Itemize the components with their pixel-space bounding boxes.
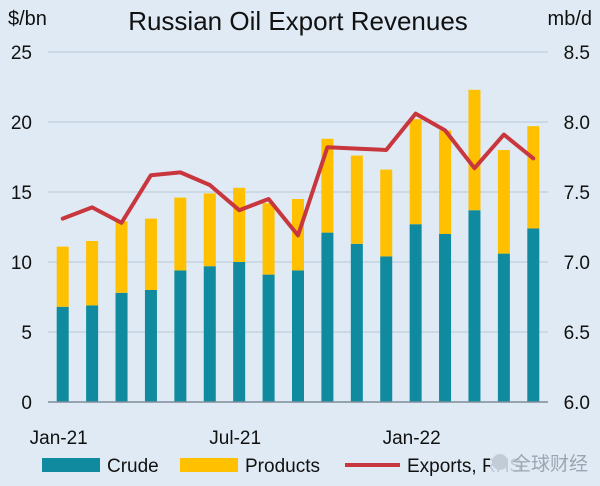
bar-crude (409, 224, 422, 402)
watermark-logo-icon (492, 454, 508, 470)
left-axis-tick-label: 25 (11, 43, 32, 64)
right-axis-tick-label: 6.5 (564, 323, 590, 344)
bar-crude (233, 262, 246, 402)
left-axis-tick-label: 15 (11, 183, 32, 204)
bar-crude (439, 234, 452, 402)
gridlines (48, 51, 548, 333)
bar-products (439, 130, 452, 234)
left-axis-ticks: 0 5 10 15 20 25 (11, 43, 32, 414)
bar-crude (350, 243, 363, 402)
bar-products (350, 155, 363, 244)
chart-title: Russian Oil Export Revenues (128, 6, 468, 36)
bar-crude (174, 270, 187, 402)
right-axis-tick-label: 8.5 (564, 43, 590, 64)
bar-products (174, 197, 187, 271)
left-axis-tick-label: 10 (11, 253, 32, 274)
bar-products (233, 187, 246, 262)
bar-products (262, 203, 275, 275)
x-axis-ticks: Jan-21 Jul-21 Jan-22 (30, 428, 441, 449)
bar-crude (56, 306, 69, 402)
legend-swatch-crude (42, 458, 100, 472)
bar-products (497, 150, 510, 254)
bar-crude (115, 292, 128, 402)
bar-products (203, 193, 216, 267)
x-axis-tick-label: Jul-21 (209, 428, 261, 449)
bar-crude (321, 232, 334, 402)
left-axis-tick-label: 20 (11, 113, 32, 134)
right-axis-tick-label: 7.5 (564, 183, 590, 204)
right-axis-tick-label: 7.0 (564, 253, 590, 274)
bar-crude (144, 290, 157, 402)
exports-line-series (60, 111, 536, 238)
bar-products (115, 221, 128, 293)
bar-crude (380, 256, 393, 402)
bar-crude (86, 305, 99, 402)
bar-crude (292, 270, 304, 402)
left-axis-tick-label: 5 (21, 323, 32, 344)
bar-products (527, 126, 540, 229)
bar-products (409, 119, 422, 225)
bar-crude (497, 253, 510, 402)
right-axis-unit: mb/d (548, 8, 592, 30)
legend-label-products: Products (245, 456, 320, 477)
bar-crude (262, 274, 275, 402)
exports-line (60, 111, 536, 238)
legend-swatch-products (180, 458, 238, 472)
legend: Crude Products Exports, RHS (42, 456, 522, 477)
right-axis-tick-label: 6.0 (564, 393, 590, 414)
bar-products (380, 169, 393, 257)
stacked-bars (56, 89, 540, 402)
bar-products (468, 89, 481, 211)
bar-products (144, 218, 157, 290)
bar-crude (527, 228, 540, 402)
x-axis-tick-label: Jan-21 (30, 428, 88, 449)
bar-crude (203, 266, 216, 402)
watermark-text: 全球财经 (512, 453, 588, 475)
bar-products (56, 246, 69, 307)
right-axis-tick-label: 8.0 (564, 113, 590, 134)
left-axis-tick-label: 0 (21, 393, 32, 414)
right-axis-ticks: 6.0 6.5 7.0 7.5 8.0 8.5 (564, 43, 590, 414)
bar-products (86, 241, 99, 306)
left-axis-unit: $/bn (8, 8, 47, 30)
bar-crude (468, 210, 481, 402)
x-axis-tick-label: Jan-22 (383, 428, 441, 449)
watermark: 全球财经 (490, 446, 594, 478)
legend-label-crude: Crude (107, 456, 159, 477)
